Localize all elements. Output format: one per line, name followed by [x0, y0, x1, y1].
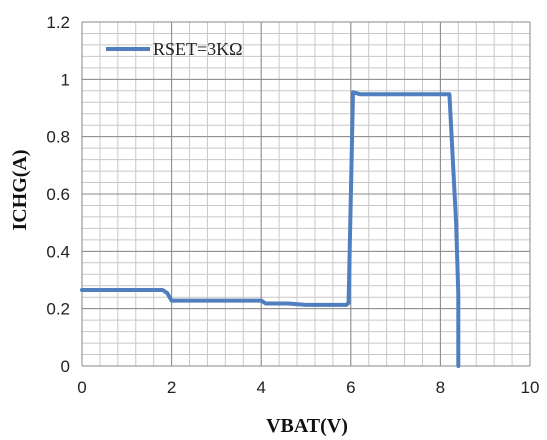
series-line [80, 90, 461, 368]
y-tick-labels: 0 0.2 0.4 0.6 0.8 1 1.2 [46, 13, 70, 376]
y-tick-label: 0.4 [46, 242, 70, 261]
x-tick-labels: 0 2 4 6 8 10 [77, 378, 539, 397]
x-axis-title: VBAT(V) [266, 415, 348, 437]
y-tick-label: 0.6 [46, 185, 70, 204]
x-tick-label: 2 [167, 378, 176, 397]
x-tick-label: 8 [436, 378, 445, 397]
series-group [80, 90, 461, 368]
y-tick-label: 1 [61, 70, 70, 89]
y-tick-label: 0.2 [46, 300, 70, 319]
legend-label: RSET=3KΩ [153, 39, 243, 59]
x-tick-label: 0 [77, 378, 86, 397]
x-tick-label: 10 [521, 378, 540, 397]
y-axis-title: ICHG(A) [9, 149, 31, 230]
x-tick-label: 4 [256, 378, 265, 397]
y-tick-label: 0 [61, 357, 70, 376]
legend: RSET=3KΩ [106, 39, 243, 59]
major-gridlines [81, 21, 531, 367]
y-tick-label: 0.8 [46, 128, 70, 147]
y-tick-label: 1.2 [46, 13, 70, 32]
x-tick-label: 6 [346, 378, 355, 397]
